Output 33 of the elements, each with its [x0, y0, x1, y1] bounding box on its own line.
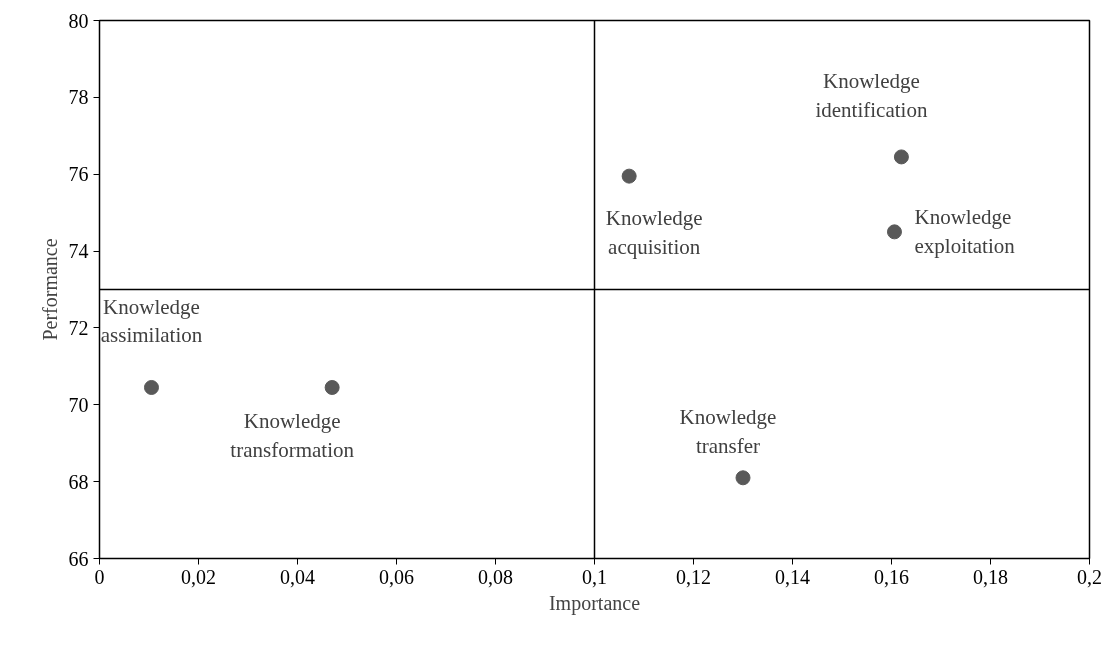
point — [893, 149, 909, 165]
x-tick-label: 0 — [94, 565, 105, 588]
y-axis-title: Performance — [38, 238, 61, 341]
point — [735, 470, 751, 486]
x-tick-label: 0,02 — [181, 565, 216, 588]
y-tick-label: 80 — [68, 9, 89, 32]
y-tick-label: 66 — [68, 547, 89, 570]
x-axis-title: Importance — [548, 591, 641, 615]
x-tick-label: 0,18 — [973, 565, 1008, 588]
x-tick-label: 0,1 — [582, 565, 607, 588]
x-tick-label: 0,06 — [379, 565, 414, 588]
x-tick-label: 0,08 — [478, 565, 513, 588]
series-label: Knowledge transfer — [679, 405, 777, 458]
y-tick-label: 78 — [68, 86, 89, 109]
series-label: Knowledge identification — [815, 69, 928, 122]
x-tick-label: 0,14 — [775, 565, 810, 588]
point — [886, 224, 902, 240]
series-label: Knowledge exploitation — [914, 205, 1016, 259]
text: Knowledge assimilation — [100, 294, 203, 348]
y-tick-label: 70 — [68, 393, 89, 416]
series-label: Knowledge acquisition — [605, 206, 703, 259]
x-tick-label: 0,2 — [1077, 565, 1102, 588]
x-tick-label: 0,12 — [676, 565, 711, 588]
point — [621, 168, 637, 184]
y-tick-label: 68 — [68, 470, 89, 493]
y-tick-label: 76 — [68, 163, 89, 186]
x-tick-label: 0,16 — [874, 565, 909, 588]
x-tick-label: 0,04 — [280, 565, 315, 588]
point — [324, 380, 340, 395]
y-tick-label: 74 — [68, 240, 89, 263]
point — [143, 380, 159, 395]
series-label: Knowledge transformation — [230, 409, 355, 463]
y-tick-label: 72 — [68, 316, 89, 339]
